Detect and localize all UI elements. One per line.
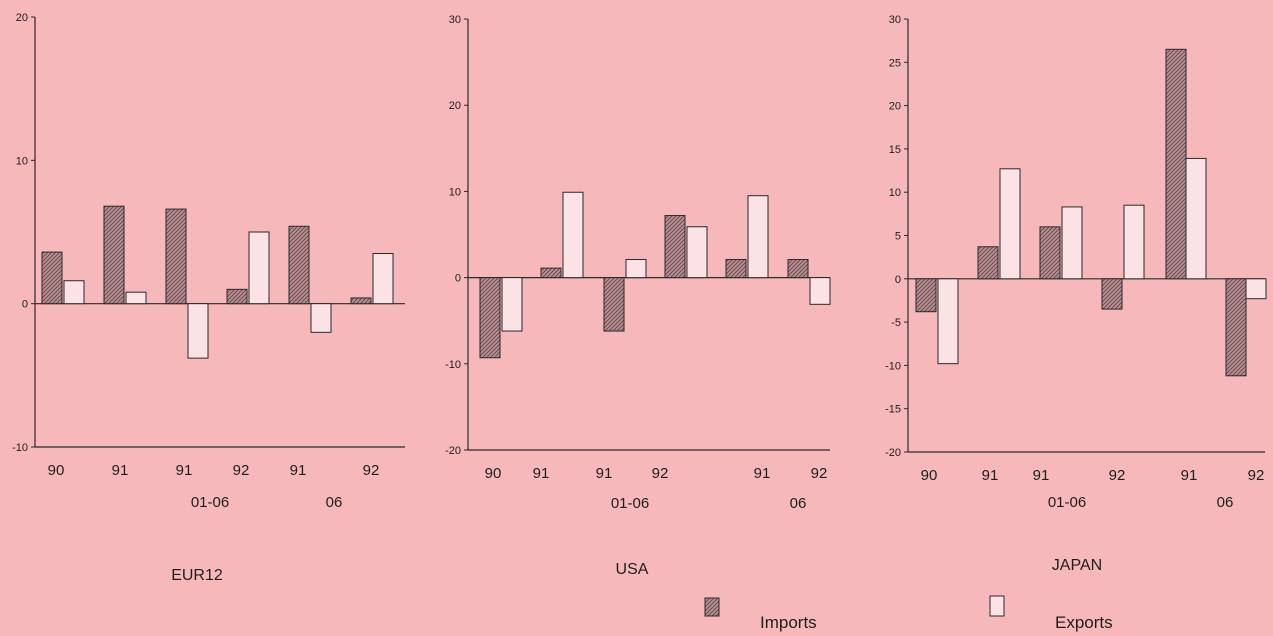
y-tick-label: 25: [889, 57, 901, 69]
y-tick-label: 20: [16, 12, 28, 24]
y-tick-label: -5: [891, 317, 901, 329]
y-tick-label: 10: [16, 155, 28, 167]
region-title: EUR12: [171, 567, 223, 584]
category-group-label: 01-06: [1048, 494, 1086, 511]
exports-bar-5: [1185, 157, 1207, 280]
region-title: USA: [616, 561, 649, 578]
x-tick-label: 92: [652, 465, 669, 482]
x-tick-label: 92: [1109, 467, 1126, 484]
category-group-label: 06: [790, 495, 807, 512]
imports-bar-4: [226, 288, 248, 305]
imports-bar-2: [103, 205, 125, 305]
exports-bar-6: [809, 277, 831, 305]
imports-bar-2: [540, 267, 562, 279]
legend-exports-swatch: [989, 595, 1005, 617]
y-tick-label: 30: [889, 14, 901, 26]
exports-bar-2: [562, 191, 584, 279]
imports-bar-1: [479, 277, 501, 359]
imports-bar-4: [664, 215, 686, 279]
y-tick-label: -10: [445, 359, 461, 371]
x-tick-label: 91: [982, 467, 999, 484]
x-tick-label: 91: [533, 465, 550, 482]
x-tick-label: 91: [290, 462, 307, 479]
imports-bar-2: [977, 246, 999, 280]
y-tick-label: 30: [449, 14, 461, 26]
legend-exports-label: Exports: [1055, 613, 1113, 632]
y-tick-label: 0: [22, 299, 28, 311]
exports-bar-2: [999, 168, 1021, 280]
exports-bar-6: [372, 253, 394, 305]
x-tick-label: 92: [1248, 467, 1265, 484]
imports-bar-6: [787, 258, 809, 279]
exports-bar-2: [125, 291, 147, 305]
exports-bar-3: [187, 303, 209, 359]
imports-bar-1: [41, 251, 63, 305]
exports-bar-4: [248, 231, 270, 305]
x-tick-label: 91: [176, 462, 193, 479]
category-group-label: 06: [1217, 494, 1234, 511]
y-tick-label: 15: [889, 144, 901, 156]
imports-bar-5: [1165, 48, 1187, 280]
legend-imports-label: Imports: [760, 613, 817, 632]
x-tick-label: 91: [1181, 467, 1198, 484]
exports-bar-1: [937, 278, 959, 365]
exports-bar-5: [310, 303, 332, 333]
y-tick-label: -15: [885, 404, 901, 416]
exports-bar-4: [686, 226, 708, 279]
y-tick-label: 0: [455, 273, 461, 285]
y-tick-label: 10: [889, 187, 901, 199]
imports-bar-5: [725, 258, 747, 279]
region-title: JAPAN: [1052, 557, 1102, 574]
exports-bar-5: [747, 195, 769, 279]
category-group-label: 01-06: [191, 494, 229, 511]
imports-bar-5: [288, 225, 310, 305]
imports-bar-1: [915, 278, 937, 313]
x-tick-label: 90: [921, 467, 938, 484]
imports-bar-4: [1101, 278, 1123, 310]
y-tick-label: -20: [885, 447, 901, 459]
y-tick-label: 5: [895, 231, 901, 243]
x-tick-label: 92: [811, 465, 828, 482]
legend: Imports Exports: [704, 595, 1113, 632]
x-tick-label: 92: [363, 462, 380, 479]
y-tick-label: 10: [449, 186, 461, 198]
x-tick-label: 90: [48, 462, 65, 479]
y-tick-label: -10: [885, 360, 901, 372]
chart-panel-3: -20 -15 -10 -5 0 5 10 15 20 25 30 90 91 91 92 91 92 01-06…: [885, 14, 1267, 574]
y-tick-label: -20: [445, 445, 461, 457]
legend-imports-swatch: [704, 597, 720, 617]
y-tick-label: 0: [895, 274, 901, 286]
imports-bar-6: [1225, 278, 1247, 377]
imports-bar-3: [165, 208, 187, 305]
x-tick-label: 91: [112, 462, 129, 479]
exports-bar-3: [625, 258, 647, 279]
y-tick-label: 20: [889, 101, 901, 113]
x-tick-label: 91: [754, 465, 771, 482]
y-tick-label: 20: [449, 100, 461, 112]
category-group-label: 06: [326, 494, 343, 511]
exports-bar-4: [1123, 204, 1145, 280]
exports-bar-6: [1245, 278, 1267, 300]
category-group-label: 01-06: [611, 495, 649, 512]
x-tick-label: 92: [233, 462, 250, 479]
exports-bar-1: [63, 280, 85, 305]
x-tick-label: 91: [596, 465, 613, 482]
exports-bar-1: [501, 277, 523, 332]
imports-bar-3: [1039, 226, 1061, 280]
exports-bar-3: [1061, 206, 1083, 280]
imports-bar-6: [350, 297, 372, 305]
x-tick-label: 90: [485, 465, 502, 482]
imports-bar-3: [603, 277, 625, 332]
x-tick-label: 91: [1033, 467, 1050, 484]
y-tick-label: -10: [12, 442, 28, 454]
